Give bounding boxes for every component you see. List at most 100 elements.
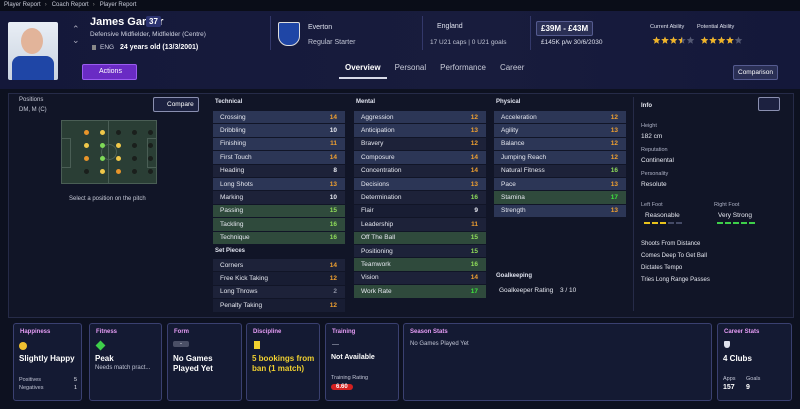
- trait: Comes Deep To Get Ball: [641, 253, 707, 259]
- attribute-row: Positioning 15: [354, 245, 486, 258]
- attribute-name: Crossing: [220, 113, 246, 121]
- breadcrumb-item[interactable]: Coach Report: [51, 2, 89, 8]
- attribute-value: 13: [610, 126, 618, 134]
- card-status: No Games Played Yet: [410, 341, 469, 347]
- attribute-name: Concentration: [361, 167, 402, 175]
- card: Season Stats No Games Played Yet: [403, 323, 712, 401]
- pitch-box: [147, 138, 156, 168]
- attribute-value: 15: [470, 247, 478, 255]
- position-dot: [100, 169, 105, 174]
- foot-value: Very Strong: [718, 212, 752, 219]
- attribute-value: 12: [610, 113, 618, 121]
- position-dot: [132, 169, 137, 174]
- attribute-name: Technique: [220, 234, 250, 242]
- attribute-value: 11: [330, 140, 337, 148]
- card-label: Positives: [19, 377, 42, 383]
- pitch-box: [62, 138, 71, 168]
- card-status: Peak: [95, 354, 114, 363]
- tab[interactable]: Personal: [394, 63, 427, 72]
- attribute-row: Strength 13: [494, 204, 626, 218]
- foot-segment: [749, 222, 755, 224]
- attribute-row: Pace 13: [494, 178, 626, 191]
- attribute-value: 13: [610, 207, 618, 215]
- attribute-value: 12: [610, 153, 618, 161]
- comparison-button[interactable]: Comparison: [733, 65, 778, 80]
- card-status-wrap: 5 bookings from ban (1 match): [252, 354, 315, 373]
- attribute-row: Anticipation 13: [354, 124, 486, 137]
- tab[interactable]: Performance: [440, 63, 486, 72]
- attribute-name: Flair: [361, 207, 374, 215]
- card-dash: —: [332, 341, 339, 348]
- card-title: Happiness: [20, 329, 51, 335]
- position-dot: [148, 130, 153, 135]
- position-dot: [132, 156, 137, 161]
- attribute-name: Bravery: [361, 140, 384, 148]
- attribute-value: 13: [329, 180, 337, 188]
- attribute-name: Long Throws: [220, 288, 258, 296]
- attribute-row: Passing 15: [213, 204, 345, 218]
- attribute-name: Leadership: [361, 220, 394, 228]
- position-dot: [84, 169, 89, 174]
- training-rating: 6.60: [331, 384, 353, 390]
- info-title: Info: [641, 103, 652, 109]
- position-dot: [116, 143, 121, 148]
- position-dot: [84, 143, 89, 148]
- attribute-name: Dribbling: [220, 126, 246, 134]
- attribute-name: Stamina: [501, 193, 525, 201]
- attribute-name: Penalty Taking: [220, 301, 263, 309]
- star-rating: [700, 36, 743, 44]
- goalkeeping-title: Goalkeeping: [496, 273, 533, 279]
- tab[interactable]: Career: [499, 63, 525, 72]
- attribute-value: 13: [470, 180, 478, 188]
- attribute-value: 2: [333, 288, 337, 296]
- header-divider: [270, 16, 271, 50]
- tab[interactable]: Overview: [345, 63, 381, 72]
- attribute-row: Natural Fitness 16: [494, 164, 626, 177]
- attribute-value: 10: [329, 193, 337, 201]
- nation-name: England: [437, 23, 463, 30]
- card-title: Form: [174, 329, 189, 335]
- player-number: 37: [146, 16, 161, 27]
- club-status: Regular Starter: [308, 39, 356, 46]
- attribute-name: Decisions: [361, 180, 390, 188]
- trait: Shoots From Distance: [641, 241, 701, 247]
- club-crest: [278, 22, 300, 46]
- foot-label: Right Foot: [714, 202, 740, 208]
- attribute-row: Agility 13: [494, 124, 626, 137]
- breadcrumb-item[interactable]: Player Report: [99, 2, 137, 8]
- breadcrumb-item[interactable]: Player Report: [4, 2, 41, 8]
- position-dot: [148, 169, 153, 174]
- attribute-value: 14: [329, 153, 337, 161]
- player-age: 24 years old (13/3/2001): [120, 44, 199, 51]
- position-dot: [116, 130, 121, 135]
- compare-button[interactable]: Compare: [153, 97, 199, 112]
- position-dot: [84, 156, 89, 161]
- info-value: 182 cm: [641, 133, 663, 140]
- attribute-name: Free Kick Taking: [220, 274, 268, 282]
- attribute-row: Stamina 17: [494, 191, 626, 204]
- attribute-name: Marking: [220, 193, 244, 201]
- info-button[interactable]: [758, 97, 780, 111]
- card-number: 5: [73, 377, 77, 383]
- transfer-value: £39M - £43M: [536, 21, 594, 36]
- header-divider: [422, 16, 423, 50]
- attribute-name: Acceleration: [501, 113, 537, 121]
- contract: £145K p/w 30/6/2030: [541, 39, 603, 46]
- foot-segment: [717, 222, 723, 224]
- attribute-row: Work Rate 17: [354, 285, 486, 298]
- attribute-name: Long Shots: [220, 180, 253, 188]
- actions-button[interactable]: Actions: [82, 64, 137, 80]
- pitch-circle: [101, 144, 117, 160]
- attribute-value: 12: [610, 140, 618, 148]
- attribute-value: 15: [470, 234, 478, 242]
- attribute-row: Flair 9: [354, 204, 486, 218]
- position-dot: [100, 130, 105, 135]
- card-title: Discipline: [253, 329, 282, 335]
- attribute-row: Free Kick Taking 12: [213, 272, 345, 285]
- goalkeeper-rating-value: 3 / 10: [560, 287, 577, 294]
- current-ability-label: Current Ability: [650, 24, 685, 30]
- attribute-row: Long Throws 2: [213, 285, 345, 299]
- attribute-row: Dribbling 10: [213, 124, 345, 137]
- comparison-label: Comparison: [738, 69, 774, 76]
- attribute-value: 17: [470, 287, 478, 295]
